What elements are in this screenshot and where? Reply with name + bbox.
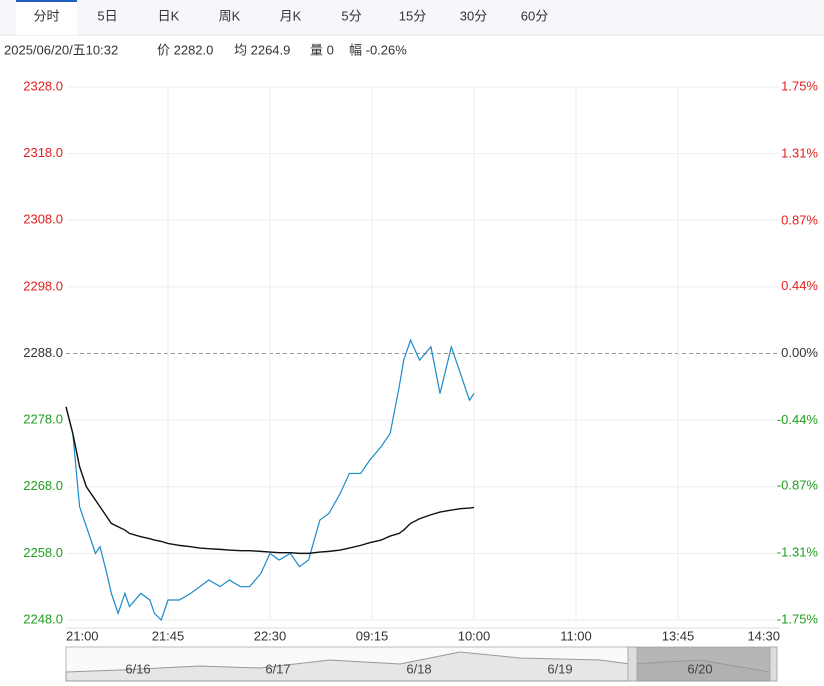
tab[interactable]: 周K xyxy=(219,8,241,23)
tab[interactable]: 分时 xyxy=(33,8,59,23)
y-tick-label: 2328.0 xyxy=(23,78,63,93)
tab-active xyxy=(16,0,77,35)
navigator-label: 6/16 xyxy=(125,661,150,676)
navigator-handle[interactable] xyxy=(627,646,638,682)
navigator-label: 6/19 xyxy=(547,661,572,676)
info-text: 量 0 xyxy=(310,42,334,57)
x-tick-label: 21:00 xyxy=(66,628,99,643)
tab[interactable]: 5日 xyxy=(97,8,117,23)
y-tick-label: 2278.0 xyxy=(23,412,63,427)
tab[interactable]: 5分 xyxy=(341,8,361,23)
navigator-window[interactable] xyxy=(637,647,770,681)
info-text: 2025/06/20/五10:32 xyxy=(4,42,118,57)
y-tick-label: 2298.0 xyxy=(23,278,63,293)
navigator-handle[interactable] xyxy=(769,646,778,682)
info-text: 幅 -0.26% xyxy=(349,42,407,57)
x-tick-label: 13:45 xyxy=(662,628,695,643)
tab-bar xyxy=(0,0,824,35)
y2-tick-label: -1.75% xyxy=(777,611,819,626)
tab[interactable]: 15分 xyxy=(399,8,426,23)
tab[interactable]: 日K xyxy=(158,8,180,23)
y2-tick-label: 0.87% xyxy=(781,212,818,227)
y-tick-label: 2288.0 xyxy=(23,345,63,360)
tab-active-bar xyxy=(16,0,77,2)
y2-tick-label: 1.31% xyxy=(781,145,818,160)
tab[interactable]: 30分 xyxy=(460,8,487,23)
y2-tick-label: -0.87% xyxy=(777,477,819,492)
y2-tick-label: -1.31% xyxy=(777,544,819,559)
y-tick-label: 2308.0 xyxy=(23,212,63,227)
tab[interactable]: 月K xyxy=(280,8,302,23)
x-tick-label: 10:00 xyxy=(458,628,491,643)
y2-tick-label: 0.44% xyxy=(781,278,818,293)
series-line xyxy=(65,406,475,555)
navigator-label: 6/20 xyxy=(687,661,712,676)
y2-tick-label: 0.00% xyxy=(781,345,818,360)
x-tick-label: 21:45 xyxy=(152,628,185,643)
navigator-label: 6/18 xyxy=(406,661,431,676)
y-tick-label: 2258.0 xyxy=(23,545,63,560)
y-tick-label: 2248.0 xyxy=(23,611,63,626)
x-tick-label: 14:30 xyxy=(747,628,780,643)
y2-tick-label: -0.44% xyxy=(777,412,819,427)
y2-tick-label: 1.75% xyxy=(781,78,818,93)
info-text: 均 2264.9 xyxy=(234,42,290,57)
navigator-label: 6/17 xyxy=(265,661,290,676)
info-text: 价 2282.0 xyxy=(157,42,213,57)
tab[interactable]: 60分 xyxy=(521,8,548,23)
series-line xyxy=(65,338,475,622)
y-tick-label: 2318.0 xyxy=(23,145,63,160)
y-tick-label: 2268.0 xyxy=(23,478,63,493)
x-tick-label: 09:15 xyxy=(356,628,389,643)
x-tick-label: 11:00 xyxy=(560,628,592,643)
x-tick-label: 22:30 xyxy=(254,628,287,643)
